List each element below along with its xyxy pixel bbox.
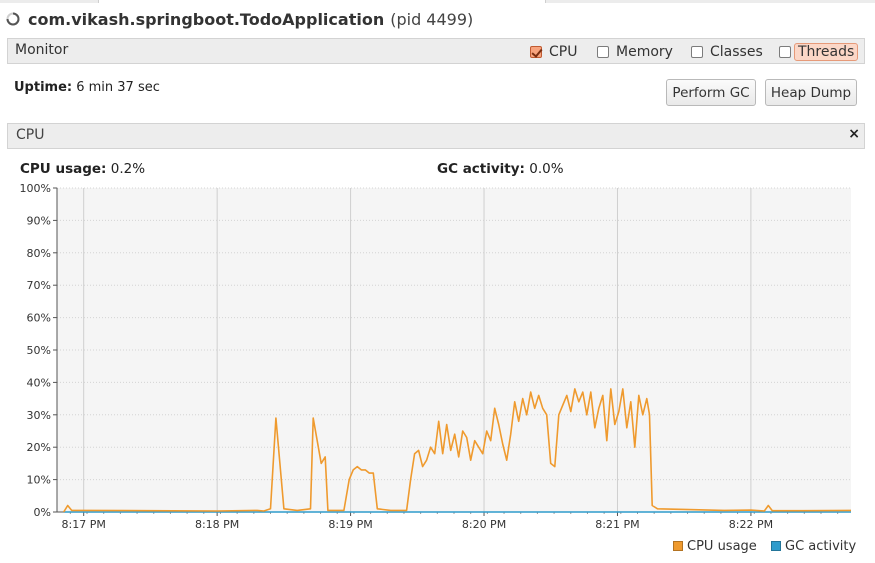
gc-activity-stat: GC activity: 0.0% [437, 161, 564, 177]
active-tab[interactable] [98, 0, 546, 3]
y-tick-label: 20% [27, 441, 51, 454]
threads-checkbox[interactable]: Threads [779, 43, 859, 61]
classes-checkbox-box[interactable] [691, 46, 703, 58]
window-title: com.vikash.springboot.TodoApplication (p… [6, 8, 473, 30]
y-tick-label: 90% [27, 214, 51, 227]
process-id: (pid 4499) [390, 9, 474, 29]
cpu-usage-swatch [673, 541, 683, 551]
threads-checkbox-label: Threads [794, 43, 859, 61]
y-tick-label: 0% [34, 506, 51, 519]
legend-cpu-usage-label: CPU usage [687, 538, 757, 554]
uptime-label: Uptime: [14, 80, 73, 95]
cpu-usage-label: CPU usage: [20, 161, 107, 177]
x-tick-label: 8:19 PM [328, 518, 372, 531]
x-tick-label: 8:20 PM [462, 518, 506, 531]
memory-checkbox-label: Memory [616, 44, 673, 60]
plot-area [57, 188, 851, 512]
classes-checkbox[interactable]: Classes [691, 43, 763, 61]
gc-activity-value: 0.0% [529, 161, 564, 177]
x-tick-label: 8:18 PM [195, 518, 239, 531]
classes-checkbox-label: Classes [710, 44, 763, 60]
gc-activity-swatch [771, 541, 781, 551]
gc-activity-label: GC activity: [437, 161, 525, 177]
legend-gc-activity-label: GC activity [785, 538, 857, 554]
y-tick-label: 60% [27, 312, 51, 325]
uptime: Uptime: 6 min 37 sec [14, 80, 160, 95]
uptime-value: 6 min 37 sec [76, 80, 160, 95]
x-tick-label: 8:17 PM [62, 518, 106, 531]
close-icon[interactable]: × [848, 126, 860, 142]
legend-cpu-usage: CPU usage [673, 538, 757, 554]
tab-strip [0, 0, 875, 3]
monitor-label: Monitor [15, 42, 69, 58]
memory-checkbox-box[interactable] [597, 46, 609, 58]
perform-gc-button[interactable]: Perform GC [666, 79, 756, 106]
x-tick-label: 8:22 PM [729, 518, 773, 531]
y-tick-label: 10% [27, 474, 51, 487]
heap-dump-button[interactable]: Heap Dump [765, 79, 857, 106]
x-tick-label: 8:21 PM [595, 518, 639, 531]
loading-spinner-icon [6, 12, 20, 26]
cpu-usage-value: 0.2% [110, 161, 146, 177]
monitor-section-header: Monitor CPU Memory Classes Threads [7, 38, 865, 64]
memory-checkbox[interactable]: Memory [597, 43, 673, 61]
cpu-checkbox-label: CPU [549, 44, 578, 60]
y-tick-label: 80% [27, 247, 51, 260]
threads-checkbox-box[interactable] [779, 46, 791, 58]
y-tick-label: 70% [27, 279, 51, 292]
cpu-checkbox-box[interactable] [530, 46, 542, 58]
cpu-chart: 0% 10% 20% 30% 40% 50% 60% 70% 80% 90% 100% 8:17 PM… [20, 182, 852, 531]
cpu-checkbox[interactable]: CPU [530, 43, 577, 61]
y-tick-label: 50% [27, 344, 51, 357]
app-name: com.vikash.springboot.TodoApplication [28, 9, 385, 29]
cpu-usage-stat: CPU usage: 0.2% [20, 161, 145, 177]
cpu-usage-line [63, 388, 852, 513]
cpu-panel-header: CPU × [7, 123, 865, 149]
cpu-panel-title: CPU [16, 127, 45, 143]
legend-gc-activity: GC activity [771, 538, 856, 554]
y-tick-label: 30% [27, 409, 51, 422]
y-tick-label: 100% [20, 182, 51, 195]
y-tick-label: 40% [27, 376, 51, 389]
